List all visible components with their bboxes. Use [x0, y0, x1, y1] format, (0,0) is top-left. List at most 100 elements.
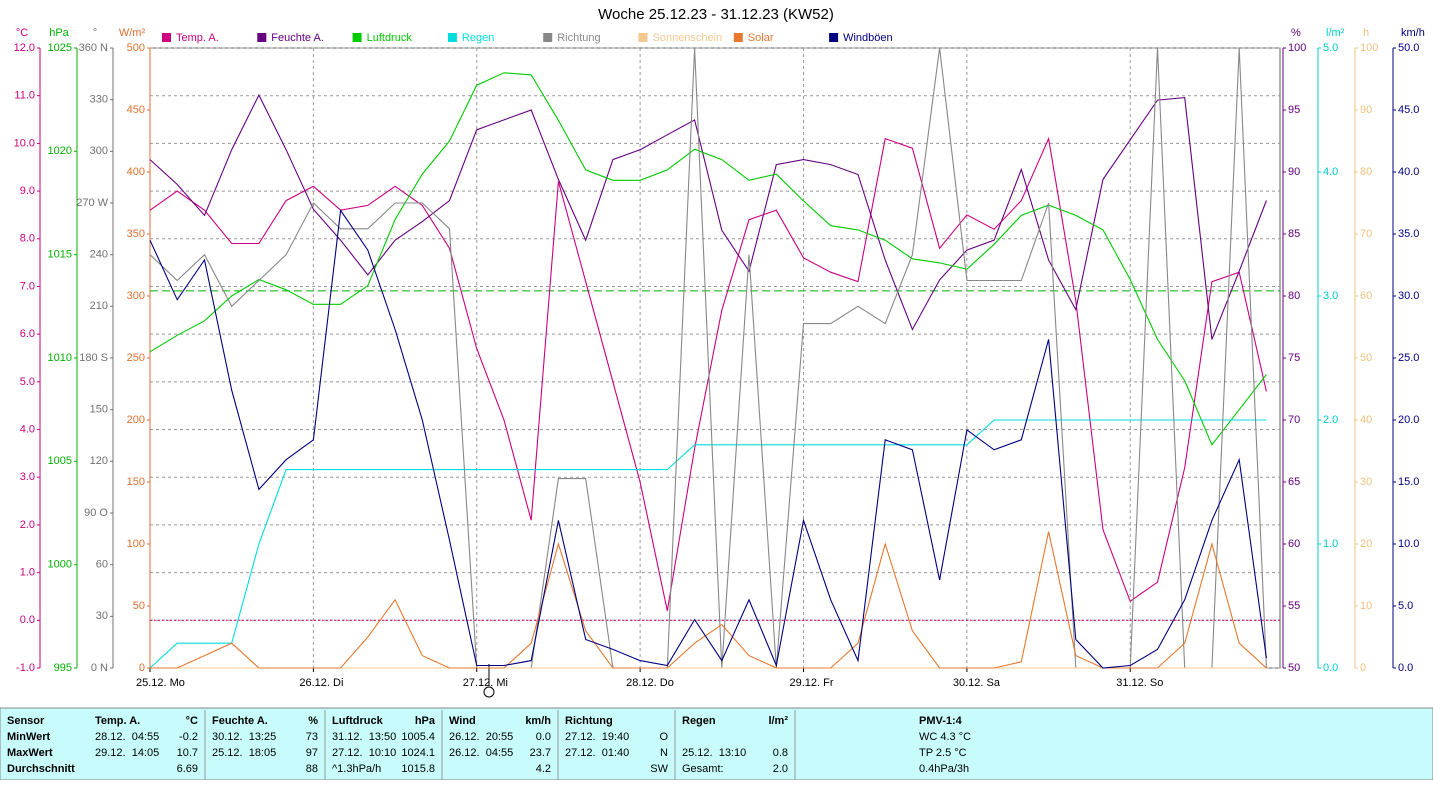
- legend-label: Solar: [748, 32, 774, 44]
- y-tick-label: 270 W: [76, 197, 108, 209]
- y-tick-label: 995: [54, 662, 72, 674]
- cell: WC 4.3 °C: [919, 731, 971, 743]
- cell: 1015.8: [401, 763, 435, 775]
- y-tick-label: 6.0: [20, 328, 35, 340]
- cell: ^1.3hPa/h: [332, 763, 381, 775]
- legend-swatch: [829, 33, 839, 42]
- y-tick-label: 60: [1288, 538, 1300, 550]
- y-tick-label: 240: [90, 249, 108, 261]
- y-tick-label: 4.0: [20, 423, 35, 435]
- y-tick-label: 400: [127, 166, 145, 178]
- legend-label: Feuchte A.: [271, 32, 324, 44]
- column-header: Wind: [449, 715, 476, 727]
- x-tick-label: 27.12. Mi: [463, 677, 508, 689]
- cell: Gesamt:: [682, 763, 724, 775]
- column-header: PMV-1:4: [919, 715, 963, 727]
- series-line: [149, 136, 1267, 611]
- cell: 27.12. 19:40: [565, 731, 629, 743]
- y-tick-label: 3.0: [20, 471, 35, 483]
- cell: 88: [306, 763, 318, 775]
- cell: 10.7: [177, 747, 198, 759]
- y-tick-label: 10.0: [14, 137, 35, 149]
- chart-title: Woche 25.12.23 - 31.12.23 (KW52): [598, 6, 834, 23]
- y-tick-label: 1015: [48, 249, 72, 261]
- column-unit: l/m²: [768, 715, 788, 727]
- column-header: Luftdruck: [332, 715, 384, 727]
- y-tick-label: 85: [1288, 228, 1300, 240]
- y-tick-label: 5.0: [1398, 600, 1413, 612]
- y-tick-label: 300: [127, 290, 145, 302]
- y-tick-label: 1025: [48, 42, 72, 54]
- y-tick-label: 0 N: [91, 662, 108, 674]
- y-tick-label: 5.0: [20, 376, 35, 388]
- y-tick-label: 8.0: [20, 233, 35, 245]
- y-tick-label: 65: [1288, 476, 1300, 488]
- cell: 6.69: [177, 763, 198, 775]
- x-tick-label: 26.12. Di: [299, 677, 343, 689]
- y-tick-label: 1005: [48, 455, 72, 467]
- column-unit: km/h: [525, 715, 551, 727]
- y-tick-label: 180 S: [79, 352, 108, 364]
- column-header: Temp. A.: [95, 715, 140, 727]
- y-tick-label: 2.0: [20, 519, 35, 531]
- y-tick-label: 1.0: [20, 567, 35, 579]
- legend-swatch: [543, 33, 553, 42]
- y-tick-label: 20: [1360, 538, 1372, 550]
- legend-label: Sonnenschein: [653, 32, 723, 44]
- column-unit: hPa: [415, 715, 436, 727]
- cell: 27.12. 10:10: [332, 747, 396, 759]
- column-unit: °C: [186, 715, 198, 727]
- y-tick-label: 100: [1288, 42, 1306, 54]
- y-tick-label: 150: [127, 476, 145, 488]
- y-tick-label: 10.0: [1398, 538, 1419, 550]
- column-unit: %: [308, 715, 318, 727]
- y-tick-label: 250: [127, 352, 145, 364]
- row-label: MaxWert: [7, 747, 53, 759]
- y-tick-label: 50: [1288, 662, 1300, 674]
- series-line: [149, 72, 1267, 446]
- y-tick-label: 0.0: [20, 614, 35, 626]
- y-tick-label: 1.0: [1323, 538, 1338, 550]
- y-tick-label: 75: [1288, 352, 1300, 364]
- axis-unit: °: [93, 27, 97, 39]
- column-header: Richtung: [565, 715, 613, 727]
- y-tick-label: 30: [96, 610, 108, 622]
- legend-label: Richtung: [557, 32, 600, 44]
- stats-panel: [0, 707, 1433, 781]
- y-tick-label: 4.0: [1323, 166, 1338, 178]
- y-tick-label: 7.0: [20, 280, 35, 292]
- column-header: Feuchte A.: [212, 715, 268, 727]
- x-tick-label: 25.12. Mo: [136, 677, 185, 689]
- y-tick-label: 60: [96, 559, 108, 571]
- legend-swatch: [257, 33, 267, 42]
- y-tick-label: 30: [1360, 476, 1372, 488]
- y-tick-label: 150: [90, 404, 108, 416]
- x-tick-label: 30.12. Sa: [953, 677, 1001, 689]
- y-tick-label: 100: [127, 538, 145, 550]
- y-tick-label: 20.0: [1398, 414, 1419, 426]
- axis-unit: °C: [16, 27, 28, 39]
- y-tick-label: 10: [1360, 600, 1372, 612]
- y-tick-label: 0: [1360, 662, 1366, 674]
- series-line: [149, 208, 1267, 669]
- y-tick-label: 40: [1360, 414, 1372, 426]
- x-tick-label: 29.12. Fr: [789, 677, 833, 689]
- cell: 30.12. 13:25: [212, 731, 276, 743]
- row-label: MinWert: [7, 731, 51, 743]
- cell: 31.12. 13:50: [332, 731, 396, 743]
- cell: SW: [650, 763, 668, 775]
- cell: 1024.1: [401, 747, 435, 759]
- cell: 0.4hPa/3h: [919, 763, 969, 775]
- cell: 27.12. 01:40: [565, 747, 629, 759]
- y-tick-label: 15.0: [1398, 476, 1419, 488]
- y-tick-label: 200: [127, 414, 145, 426]
- axis-unit: h: [1363, 27, 1369, 39]
- y-tick-label: 30.0: [1398, 290, 1419, 302]
- cell: O: [659, 731, 668, 743]
- cell: 4.2: [536, 763, 551, 775]
- y-tick-label: 330: [90, 94, 108, 106]
- column-header: Regen: [682, 715, 716, 727]
- axis-unit: hPa: [49, 27, 69, 39]
- y-tick-label: 12.0: [14, 42, 35, 54]
- y-tick-label: 35.0: [1398, 228, 1419, 240]
